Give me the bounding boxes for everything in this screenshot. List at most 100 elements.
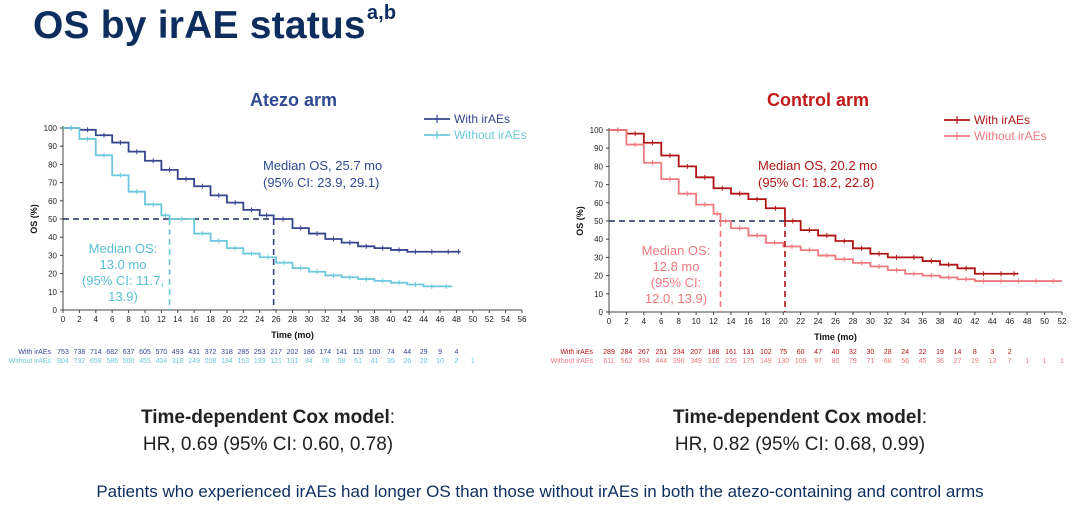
atezo-x-tick-label: 12 xyxy=(157,315,166,324)
control-x-tick-label: 2 xyxy=(624,317,629,326)
atezo-x-tick-label: 48 xyxy=(452,315,461,324)
control-x-tick-label: 34 xyxy=(901,317,910,326)
control-x-tick-label: 18 xyxy=(761,317,770,326)
atezo-x-tick-label: 50 xyxy=(468,315,477,324)
control-y-tick-label: 20 xyxy=(594,272,603,281)
atezo-at-risk-count: 217 xyxy=(270,349,282,356)
atezo-y-tick-label: 100 xyxy=(44,124,58,133)
control-at-risk-count: 22 xyxy=(919,349,927,356)
control-y-tick-label: 10 xyxy=(594,290,603,299)
atezo-at-risk-count: 714 xyxy=(90,349,102,356)
control-at-risk-count: 390 xyxy=(673,358,685,365)
atezo-at-risk-count: 500 xyxy=(123,358,135,365)
atezo-x-tick-label: 30 xyxy=(304,315,313,324)
control-at-risk-count: 3 xyxy=(990,349,994,356)
control-x-tick-label: 0 xyxy=(607,317,612,326)
control-at-risk-count: 28 xyxy=(884,349,892,356)
atezo-at-risk-count: 586 xyxy=(106,358,118,365)
atezo-x-axis-label: Time (mo) xyxy=(271,330,314,340)
atezo-at-risk-count: 249 xyxy=(188,358,200,365)
control-at-risk-count: 109 xyxy=(795,358,807,365)
atezo-x-tick-label: 40 xyxy=(386,315,395,324)
atezo-y-tick-label: 60 xyxy=(48,197,57,206)
atezo-at-risk-count: 153 xyxy=(237,358,249,365)
atezo-x-tick-label: 54 xyxy=(501,315,510,324)
atezo-at-risk-count: 4 xyxy=(454,349,458,356)
control-at-risk-count: 611 xyxy=(603,358,614,365)
control-y-tick-label: 0 xyxy=(599,308,604,317)
atezo-x-tick-label: 36 xyxy=(354,315,363,324)
control-y-tick-label: 70 xyxy=(594,181,603,190)
control-legend-label: Without irAEs xyxy=(974,129,1047,143)
atezo-y-tick-label: 30 xyxy=(48,251,57,260)
atezo-y-tick-label: 0 xyxy=(53,306,58,315)
control-at-risk-count: 267 xyxy=(638,349,650,356)
control-at-risk-count: 45 xyxy=(919,358,927,365)
atezo-x-tick-label: 4 xyxy=(94,315,99,324)
atezo-at-risk-count: 732 xyxy=(74,358,86,365)
control-at-risk-count: 19 xyxy=(971,358,979,365)
control-y-tick-label: 90 xyxy=(594,144,603,153)
control-cox-summary: Time-dependent Cox model: HR, 0.82 (95% … xyxy=(660,404,940,458)
control-x-tick-label: 38 xyxy=(936,317,945,326)
atezo-legend-label: Without irAEs xyxy=(454,128,527,142)
atezo-at-risk-count: 133 xyxy=(254,358,266,365)
control-at-risk-count: 102 xyxy=(760,349,772,356)
atezo-at-risk-count: 184 xyxy=(221,358,233,365)
control-x-tick-label: 26 xyxy=(831,317,840,326)
control-at-risk-count: 130 xyxy=(777,358,789,365)
atezo-y-axis-label: OS (%) xyxy=(29,204,39,234)
atezo-at-risk-count: 2 xyxy=(454,358,458,365)
atezo-at-risk-count: 208 xyxy=(205,358,217,365)
control-median-without-line: Median OS: xyxy=(642,243,711,258)
control-x-tick-label: 40 xyxy=(953,317,962,326)
atezo-at-risk-count: 493 xyxy=(172,349,184,356)
atezo-y-tick-label: 10 xyxy=(48,288,57,297)
control-x-tick-label: 50 xyxy=(1040,317,1049,326)
atezo-at-risk-count: 1 xyxy=(471,358,475,365)
atezo-at-risk-count: 74 xyxy=(387,349,395,356)
control-at-risk-count: 188 xyxy=(708,349,720,356)
control-x-tick-label: 48 xyxy=(1023,317,1032,326)
control-at-risk-count: 32 xyxy=(849,349,857,356)
atezo-at-risk-count: 658 xyxy=(90,358,102,365)
control-x-tick-label: 28 xyxy=(848,317,857,326)
control-y-tick-label: 50 xyxy=(594,217,603,226)
atezo-x-tick-label: 18 xyxy=(206,315,215,324)
control-at-risk-count: 289 xyxy=(603,349,615,356)
control-at-risk-count: 349 xyxy=(690,358,702,365)
atezo-at-risk-count: 41 xyxy=(371,358,379,365)
control-at-risk-count: 40 xyxy=(832,349,840,356)
control-x-tick-label: 6 xyxy=(659,317,664,326)
control-median-with-line2: (95% CI: 18.2, 22.8) xyxy=(758,175,874,190)
atezo-y-tick-label: 90 xyxy=(48,142,57,151)
atezo-median-without-line: (95% CI: 11.7, xyxy=(82,273,164,288)
control-x-tick-label: 10 xyxy=(692,317,701,326)
control-cox-hr: HR, 0.82 (95% CI: 0.68, 0.99) xyxy=(674,434,926,455)
atezo-x-tick-label: 10 xyxy=(141,315,150,324)
control-at-risk-count: 284 xyxy=(621,349,633,356)
atezo-median-with-line1: Median OS, 25.7 mo xyxy=(263,158,382,173)
atezo-x-tick-label: 0 xyxy=(61,315,66,324)
atezo-x-tick-label: 46 xyxy=(436,315,445,324)
control-at-risk-count: 80 xyxy=(832,358,840,365)
atezo-at-risk-count: 605 xyxy=(139,349,151,356)
atezo-y-tick-label: 70 xyxy=(48,179,57,188)
control-at-risk-count: 19 xyxy=(936,349,944,356)
control-at-risk-count: 71 xyxy=(866,358,874,365)
control-at-risk-count: 131 xyxy=(743,349,755,356)
control-at-risk-count: 234 xyxy=(673,349,685,356)
control-at-risk-count: 251 xyxy=(655,349,667,356)
atezo-x-tick-label: 38 xyxy=(370,315,379,324)
control-x-tick-label: 20 xyxy=(779,317,788,326)
control-x-tick-label: 22 xyxy=(796,317,805,326)
atezo-at-risk-count: 431 xyxy=(188,349,200,356)
control-at-risk-count: 7 xyxy=(1008,358,1012,365)
atezo-x-tick-label: 6 xyxy=(110,315,115,324)
atezo-at-risk-count: 738 xyxy=(74,349,86,356)
control-at-risk-count: 60 xyxy=(797,349,805,356)
atezo-at-risk-count: 202 xyxy=(287,349,299,356)
atezo-y-tick-label: 20 xyxy=(48,270,57,279)
atezo-median-without-line: 13.0 mo xyxy=(100,257,147,272)
control-x-tick-label: 16 xyxy=(744,317,753,326)
